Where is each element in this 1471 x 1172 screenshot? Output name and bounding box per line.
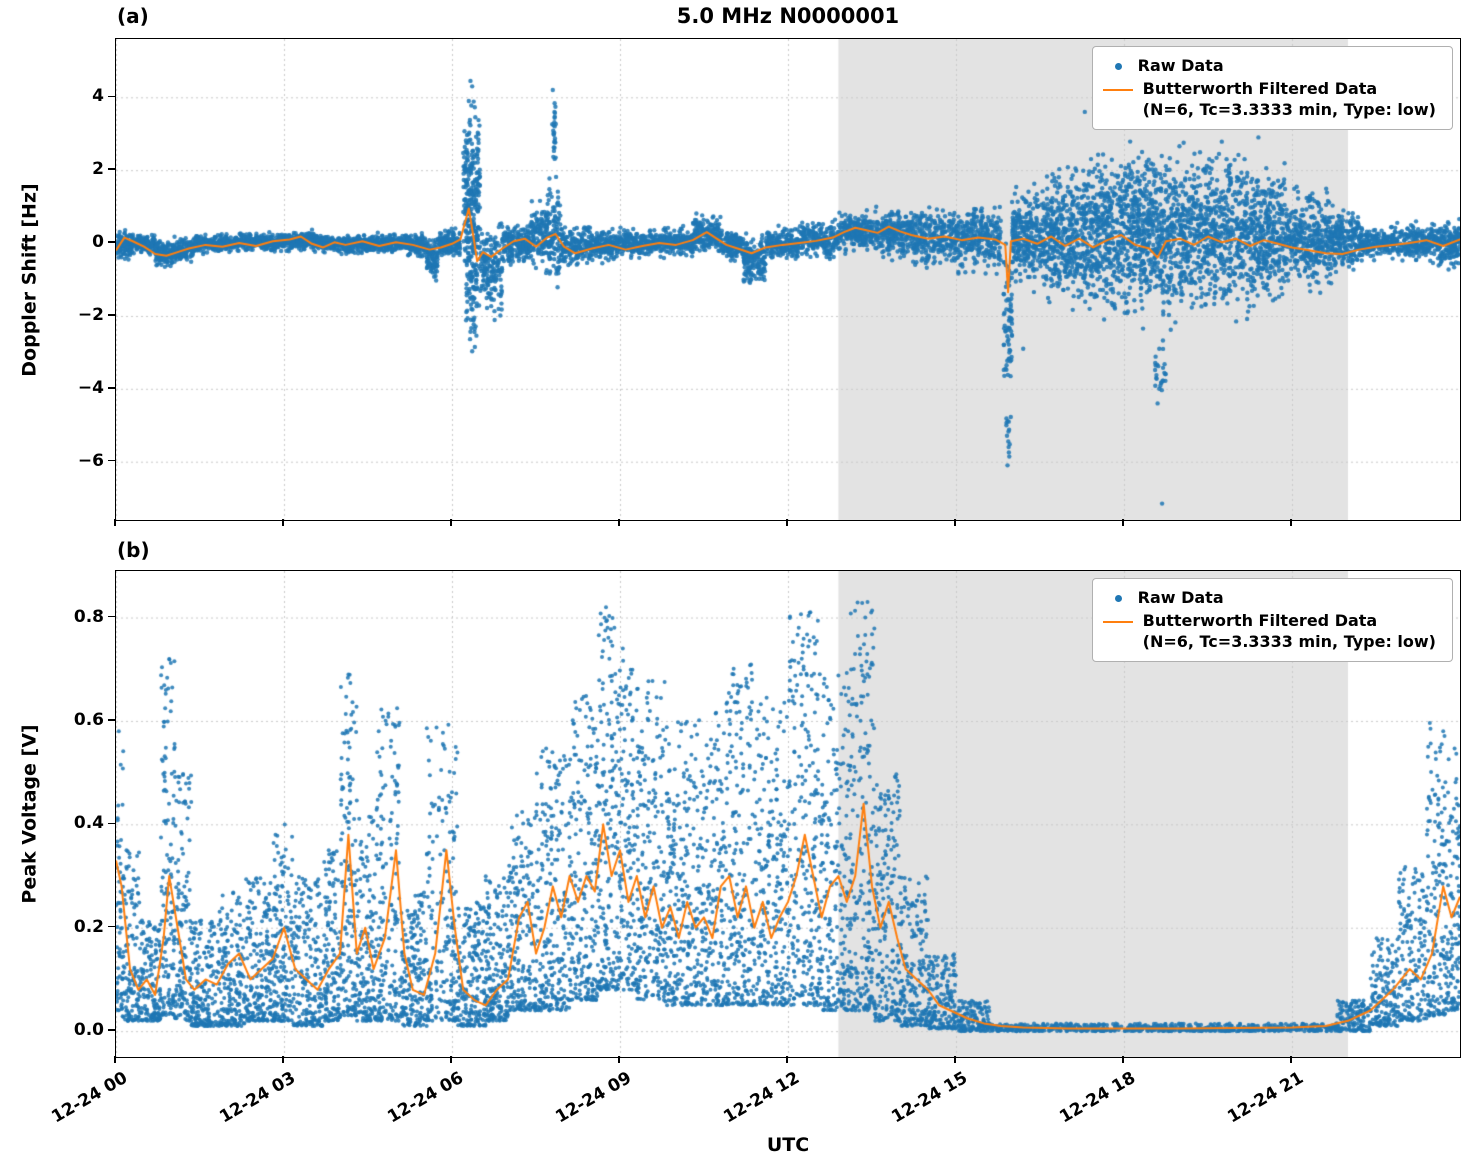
legend-filtered-label: Butterworth Filtered Data <box>1142 78 1378 98</box>
legend-filtered-entry: Butterworth Filtered Data (N=6, Tc=3.333… <box>1102 78 1436 121</box>
legend-raw-entry: Raw Data <box>1103 56 1436 77</box>
y-tick-mark <box>108 615 115 618</box>
x-tick-mark <box>1122 519 1124 526</box>
legend-filtered-label: Butterworth Filtered Data <box>1142 610 1378 630</box>
x-tick-mark <box>618 519 620 526</box>
y-tick-mark <box>108 314 115 316</box>
x-tick-label: 12-24 21 <box>1224 1068 1307 1128</box>
x-tick-mark <box>450 1056 452 1063</box>
x-tick-mark <box>114 519 116 526</box>
y-tick-mark <box>108 925 115 928</box>
x-tick-mark <box>954 1056 956 1063</box>
y-tick-label: 0 <box>92 232 104 253</box>
y-tick-mark <box>108 95 115 98</box>
y-tick-label: 0.6 <box>73 709 104 730</box>
legend-a: Raw Data Butterworth Filtered Data (N=6,… <box>1091 46 1453 131</box>
filtered-data-marker-icon <box>1102 88 1133 91</box>
y-axis-label-b-text: Peak Voltage [V] <box>19 724 42 904</box>
y-tick-label: −6 <box>77 450 104 471</box>
y-axis-label-a-text: Doppler Shift [Hz] <box>19 182 41 377</box>
x-tick-label: 12-24 15 <box>888 1068 971 1128</box>
y-tick-mark <box>108 459 115 462</box>
y-tick-mark <box>108 168 115 170</box>
panel-b-label: (b) <box>117 538 150 562</box>
x-tick-label: 12-24 12 <box>720 1068 803 1128</box>
x-tick-mark <box>954 519 956 526</box>
y-tick-label: −2 <box>77 304 104 325</box>
y-tick-label: 0.2 <box>73 916 104 937</box>
x-tick-label: 12-24 18 <box>1056 1068 1139 1128</box>
legend-raw-entry: Raw Data <box>1103 588 1436 609</box>
legend-b: Raw Data Butterworth Filtered Data (N=6,… <box>1091 578 1453 663</box>
y-tick-mark <box>108 719 115 721</box>
x-tick-mark <box>282 519 284 526</box>
y-tick-mark <box>108 387 115 389</box>
panel-a-label: (a) <box>117 4 149 28</box>
legend-raw-label: Raw Data <box>1137 588 1224 607</box>
x-tick-mark <box>1122 1056 1124 1063</box>
x-axis-label: UTC <box>766 1134 810 1156</box>
y-tick-label: 0.4 <box>73 813 104 834</box>
legend-filtered-sublabel: (N=6, Tc=3.3333 min, Type: low) <box>1142 631 1436 651</box>
chart-title: 5.0 MHz N0000001 <box>676 4 900 28</box>
x-tick-mark <box>1290 1056 1292 1063</box>
legend-filtered-sublabel: (N=6, Tc=3.3333 min, Type: low) <box>1142 99 1436 119</box>
y-tick-mark <box>108 1029 115 1031</box>
raw-data-marker-icon <box>1114 594 1122 602</box>
y-tick-label: 0.0 <box>73 1020 104 1041</box>
x-tick-mark <box>786 519 788 526</box>
x-tick-label: 12-24 09 <box>552 1068 635 1128</box>
legend-raw-label: Raw Data <box>1137 56 1224 75</box>
filtered-data-marker-icon <box>1102 620 1133 623</box>
x-tick-mark <box>1290 519 1292 526</box>
x-tick-label: 12-24 06 <box>384 1068 467 1128</box>
y-tick-label: 4 <box>92 86 104 107</box>
plot-area-b: Raw Data Butterworth Filtered Data (N=6,… <box>115 570 1461 1058</box>
x-tick-mark <box>114 1056 116 1063</box>
y-tick-label: −4 <box>77 377 104 398</box>
x-tick-mark <box>786 1056 788 1063</box>
x-tick-mark <box>450 519 452 526</box>
x-tick-label: 12-24 03 <box>216 1068 299 1128</box>
x-tick-mark <box>282 1056 284 1063</box>
y-tick-label: 0.8 <box>73 606 104 627</box>
x-tick-mark <box>618 1056 620 1063</box>
raw-data-marker-icon <box>1114 62 1122 70</box>
y-axis-label-b: Peak Voltage [V] <box>12 570 48 1058</box>
x-tick-label: 12-24 00 <box>48 1068 131 1128</box>
y-tick-mark <box>108 822 115 825</box>
y-tick-mark <box>108 241 115 243</box>
y-tick-label: 2 <box>92 159 104 180</box>
y-axis-label-a: Doppler Shift [Hz] <box>12 38 48 521</box>
plot-area-a: Raw Data Butterworth Filtered Data (N=6,… <box>115 38 1461 521</box>
legend-filtered-entry: Butterworth Filtered Data (N=6, Tc=3.333… <box>1102 610 1436 653</box>
